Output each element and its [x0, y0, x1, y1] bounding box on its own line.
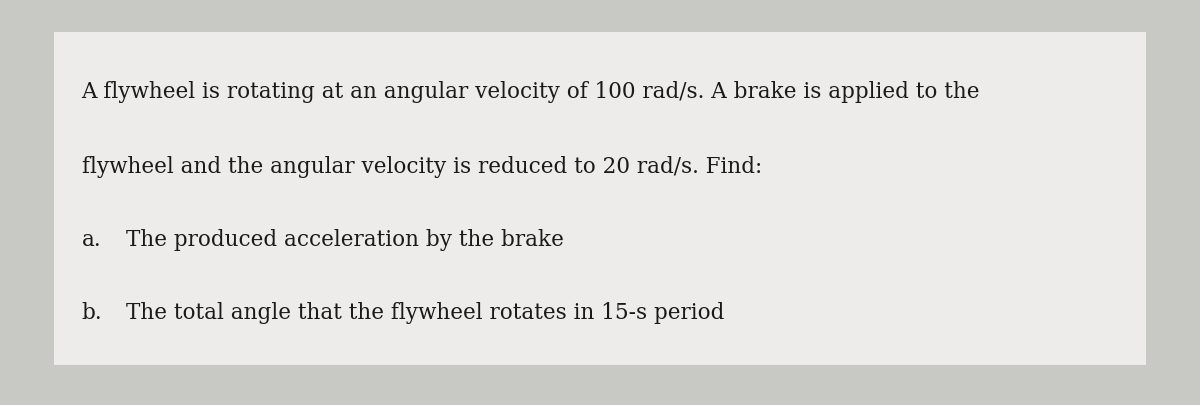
Text: The produced acceleration by the brake: The produced acceleration by the brake: [126, 229, 564, 251]
Text: a.: a.: [82, 229, 101, 251]
Text: The total angle that the flywheel rotates in 15-s period: The total angle that the flywheel rotate…: [126, 302, 725, 324]
Text: A flywheel is rotating at an angular velocity of 100 rad/s. A brake is applied t: A flywheel is rotating at an angular vel…: [82, 81, 980, 103]
Text: b.: b.: [82, 302, 102, 324]
Text: flywheel and the angular velocity is reduced to 20 rad/s. Find:: flywheel and the angular velocity is red…: [82, 156, 762, 178]
